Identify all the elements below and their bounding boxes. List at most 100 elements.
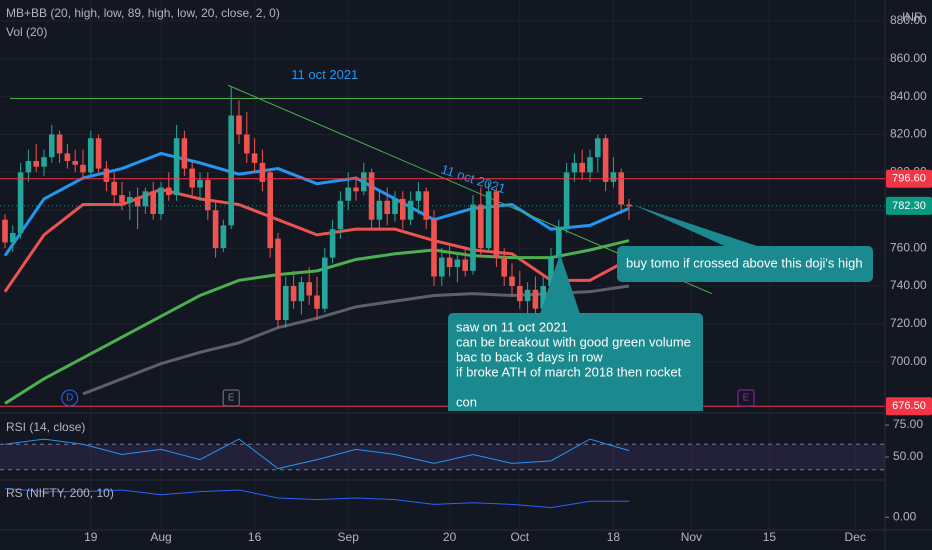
indicator-title: MB+BB (20, high, low, 89, high, low, 20,… — [6, 6, 280, 20]
candle-body — [9, 232, 16, 243]
candle-body — [423, 191, 429, 220]
rsi-title: RSI (14, close) — [6, 420, 85, 434]
candle-body — [392, 198, 398, 215]
rs-line — [4, 487, 630, 509]
rsi-band — [0, 444, 885, 470]
candle-body — [56, 134, 63, 154]
candle-body — [111, 181, 117, 196]
x-tick-label: 15 — [763, 530, 777, 544]
y-tick-label: 75.00 — [893, 417, 923, 431]
candle-body — [368, 172, 375, 220]
price-badge — [886, 196, 932, 215]
candle-body — [454, 259, 461, 268]
event-marker — [61, 389, 79, 407]
candle-body — [407, 200, 414, 220]
candle-body — [25, 160, 32, 173]
x-tick-label: Sep — [338, 530, 360, 544]
candle-body — [595, 138, 601, 158]
annotation: 11 oct 2021 — [291, 67, 358, 82]
candle-body — [555, 229, 562, 258]
y-tick-label: 860.00 — [890, 51, 927, 65]
candle-body — [314, 295, 320, 309]
callout-text: can be breakout with good green volume — [456, 334, 691, 349]
y-tick-label: 720.00 — [890, 316, 927, 330]
candle-body — [228, 115, 234, 226]
candle-body — [236, 115, 242, 135]
candle-body — [72, 160, 78, 165]
candle-body — [2, 219, 8, 243]
candle-body — [267, 172, 273, 249]
x-tick-label: Dec — [845, 530, 866, 544]
candle-body — [353, 187, 359, 192]
candle-body — [376, 200, 383, 220]
candle-body — [610, 172, 617, 182]
candle-body — [126, 196, 133, 203]
callout-text: bac to back 3 days in row — [456, 349, 603, 364]
candle-body — [197, 179, 203, 188]
candle-body — [142, 191, 149, 207]
y-tick-label: 50.00 — [893, 449, 923, 463]
event-marker — [222, 389, 240, 407]
candle-body — [415, 191, 422, 201]
candle-body — [563, 172, 570, 230]
candle-body — [579, 162, 585, 173]
candle-body — [275, 238, 281, 321]
ma-line — [3, 187, 630, 293]
candle-body — [516, 285, 523, 302]
candle-body — [220, 225, 227, 249]
candle-body — [602, 138, 609, 182]
y-tick-label: 0.00 — [893, 509, 917, 523]
candle-body — [360, 172, 367, 192]
candle-body — [290, 285, 297, 302]
y-tick-label: 880.00 — [890, 13, 927, 27]
candle-body — [181, 138, 188, 169]
candle-body — [345, 187, 351, 201]
rs-title: RS (NIFTY, 200, 10) — [6, 486, 114, 500]
candle-body — [95, 138, 102, 169]
y-tick-label: 840.00 — [890, 89, 927, 103]
candle-body — [524, 289, 531, 302]
candle-body — [298, 282, 305, 302]
candle-body — [493, 191, 500, 258]
candle-body — [134, 196, 141, 207]
candle-body — [173, 138, 180, 196]
candle-body — [337, 200, 344, 230]
callout-text: if broke ATH of march 2018 then rocket — [456, 364, 682, 379]
candle-body — [80, 164, 86, 173]
candle-body — [189, 168, 195, 188]
candle-body — [119, 195, 125, 203]
x-tick-label: 20 — [443, 530, 457, 544]
x-tick-label: Aug — [150, 530, 171, 544]
callout-text: con — [456, 394, 477, 409]
rsi-line — [4, 438, 630, 470]
candle-body — [532, 289, 539, 309]
candle-body — [158, 187, 164, 215]
candle-body — [438, 257, 445, 277]
candle-body — [384, 200, 390, 215]
event-label: E — [228, 393, 235, 404]
candle-body — [251, 153, 258, 163]
candle-body — [540, 285, 546, 309]
callout-text: ATH can be resisting — [456, 409, 576, 424]
candle-body — [33, 160, 39, 167]
callout-pointer — [540, 254, 580, 314]
candle-body — [626, 204, 632, 207]
candle-body — [431, 219, 437, 277]
candle-body — [509, 276, 515, 286]
candle-body — [150, 191, 156, 215]
x-tick-label: Nov — [681, 530, 702, 544]
x-tick-label: 16 — [248, 530, 262, 544]
candle-body — [212, 210, 219, 249]
candle-body — [87, 138, 94, 173]
callout-text: buy tomo if crossed above this doji's hi… — [626, 255, 863, 270]
candle-body — [41, 157, 47, 167]
candle-body — [204, 179, 211, 211]
candle-body — [571, 162, 578, 173]
price-badge-label: 676.50 — [892, 400, 926, 412]
candle-body — [470, 204, 476, 271]
candle-body — [64, 153, 71, 161]
candle-body — [477, 204, 484, 249]
x-tick-label: 18 — [607, 530, 621, 544]
